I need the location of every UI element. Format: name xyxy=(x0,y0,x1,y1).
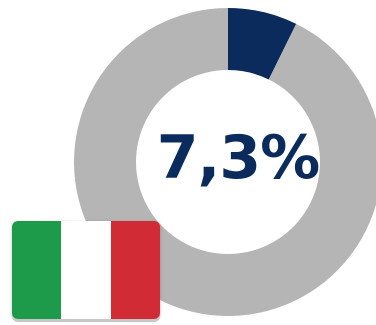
italy-flag-icon xyxy=(12,221,160,319)
center-percentage-label: 7,3% xyxy=(157,123,319,193)
donut-slice-highlight xyxy=(228,8,297,80)
flag-stripe-white xyxy=(61,221,111,319)
flag-stripe-red xyxy=(110,221,160,319)
flag-stripe-green xyxy=(12,221,62,319)
